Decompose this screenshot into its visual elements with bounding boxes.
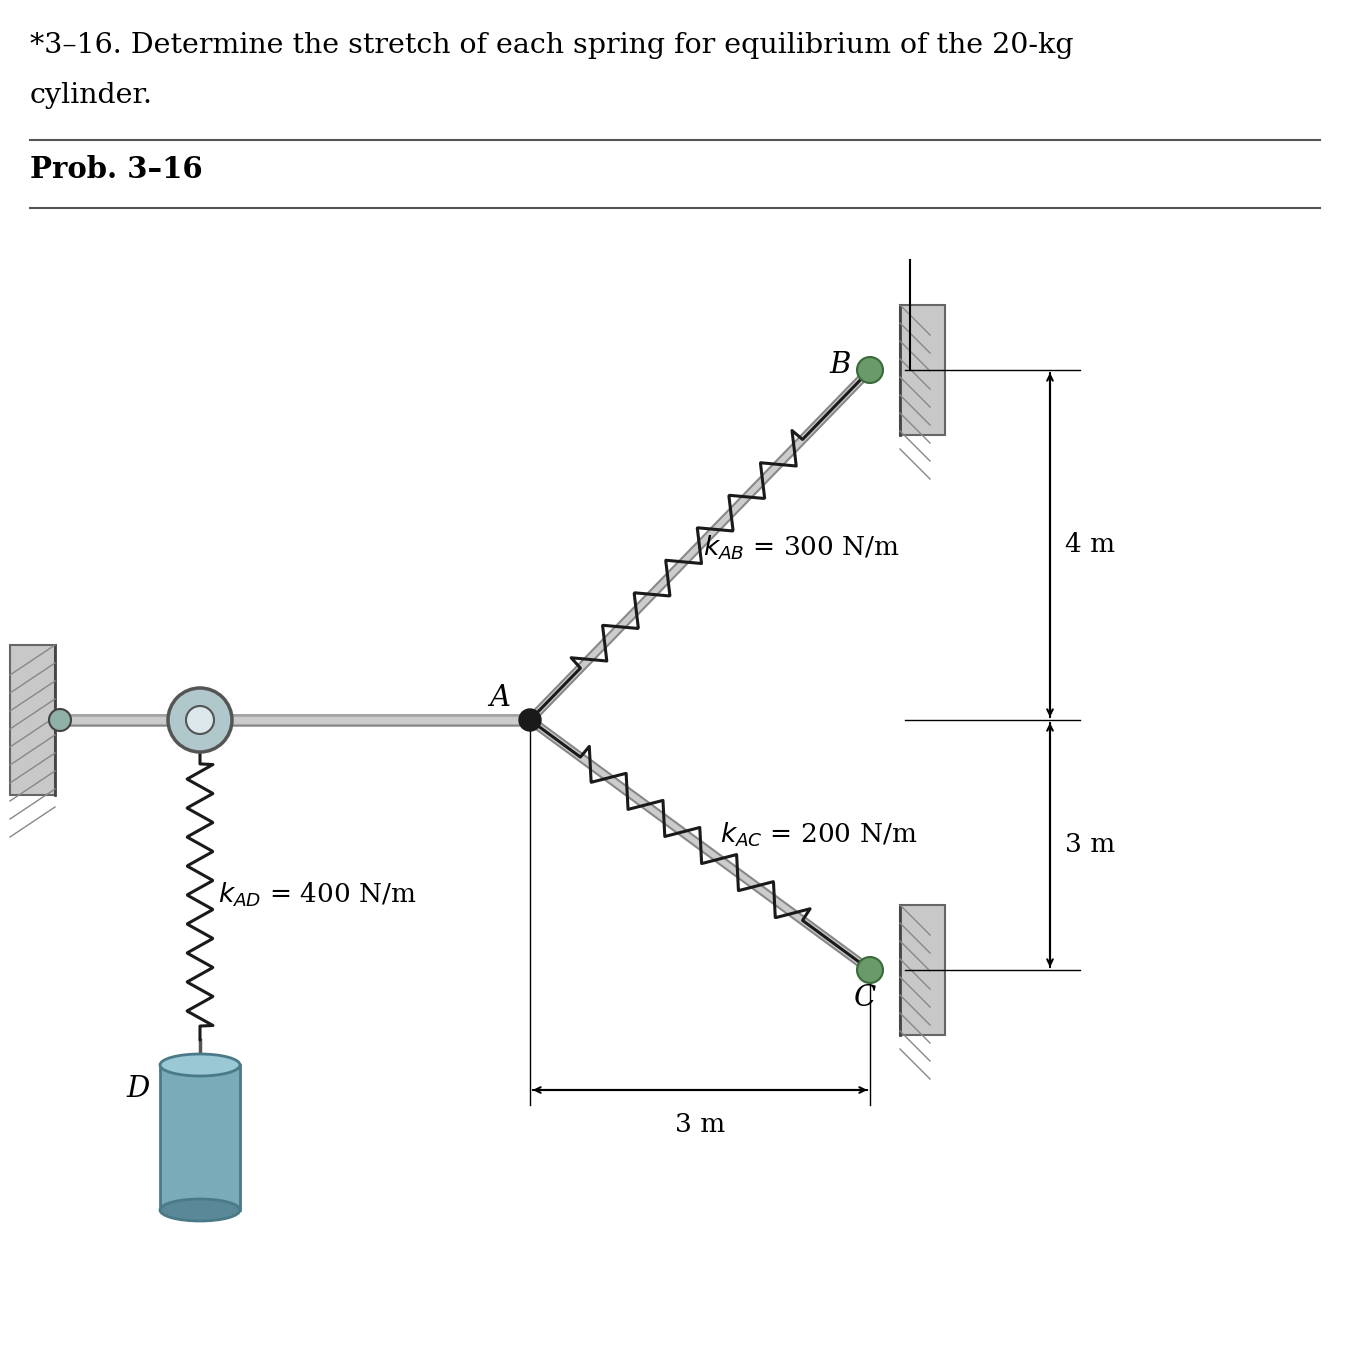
Text: $k_{AB}$ = 300 N/m: $k_{AB}$ = 300 N/m: [703, 534, 900, 563]
Text: $k_{AC}$ = 200 N/m: $k_{AC}$ = 200 N/m: [720, 820, 918, 849]
Circle shape: [49, 709, 70, 731]
Text: 3 m: 3 m: [1066, 833, 1116, 858]
Text: *3–16. Determine the stretch of each spring for equilibrium of the 20-kg: *3–16. Determine the stretch of each spr…: [30, 32, 1074, 59]
Circle shape: [168, 687, 232, 752]
Text: D: D: [127, 1076, 150, 1103]
Text: A: A: [490, 685, 510, 712]
Text: cylinder.: cylinder.: [30, 82, 153, 108]
Bar: [900, 305, 945, 435]
Circle shape: [857, 958, 883, 982]
Text: B: B: [829, 351, 850, 379]
Circle shape: [857, 357, 883, 383]
Text: $k_{AD}$ = 400 N/m: $k_{AD}$ = 400 N/m: [218, 881, 417, 910]
Circle shape: [519, 709, 542, 731]
Text: Prob. 3–16: Prob. 3–16: [30, 155, 203, 184]
Ellipse shape: [160, 1199, 240, 1221]
Ellipse shape: [160, 1054, 240, 1076]
Text: 4 m: 4 m: [1066, 532, 1116, 557]
Bar: [900, 906, 945, 1034]
Text: 3 m: 3 m: [674, 1111, 726, 1137]
Circle shape: [185, 707, 214, 734]
Text: C: C: [854, 984, 876, 1013]
Bar: [160, 1065, 240, 1210]
Bar: [9, 645, 56, 794]
